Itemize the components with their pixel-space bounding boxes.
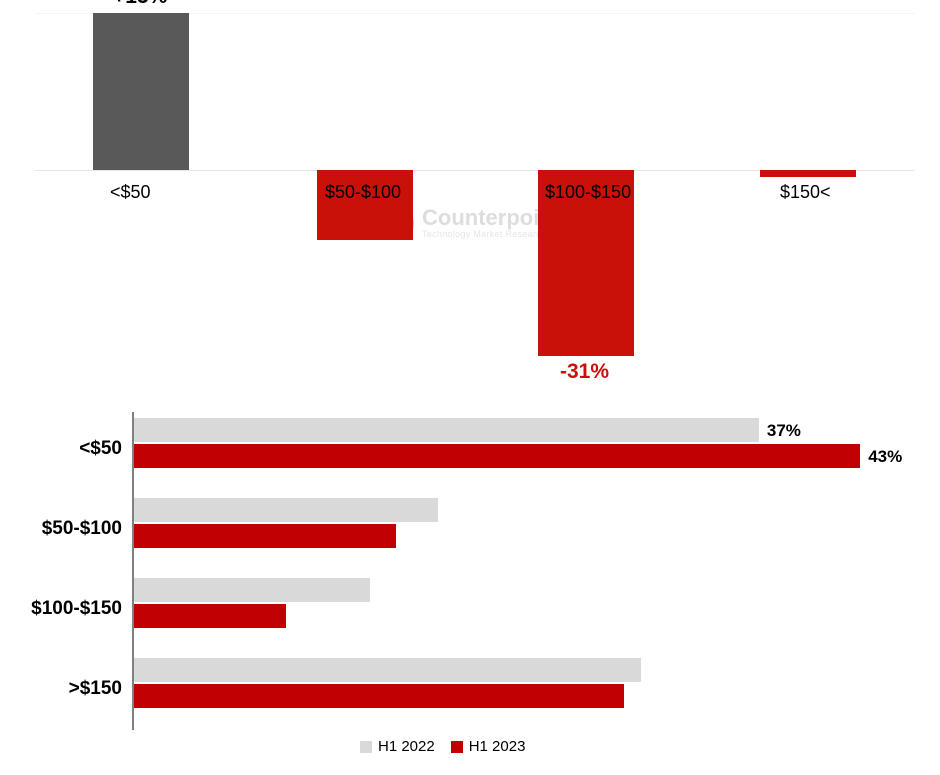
delta-bar-chart: Counterpoint Technology Market Research … [35,0,915,395]
share-bar [134,658,641,682]
share-value-label: 37% [767,421,801,441]
share-value-label: 43% [868,447,902,467]
category-label: $50-$100 [325,182,401,203]
delta-bar [760,170,856,177]
share-grouped-bar-chart: <$5037%43%$50-$100$100-$150>$150H1 2022H… [20,410,925,770]
share-bar [134,524,396,548]
category-label: $150< [780,182,831,203]
y-category-label: <$50 [20,438,122,460]
y-category-label: $100-$150 [20,598,122,620]
y-category-label: >$150 [20,678,122,700]
share-bar [134,604,286,628]
page: Counterpoint Technology Market Research … [0,0,940,775]
legend-label: H1 2022 [378,738,435,755]
legend-swatch [451,741,463,753]
legend-swatch [360,741,372,753]
share-bar [134,498,438,522]
category-label: <$50 [110,182,151,203]
share-bar [134,418,759,442]
legend: H1 2022 H1 2023 [360,738,535,755]
delta-value-label: +15% [113,0,167,9]
share-bar [134,684,624,708]
delta-bar [317,170,413,240]
y-category-label: $50-$100 [20,518,122,540]
legend-label: H1 2023 [469,738,526,755]
category-label: $100-$150 [545,182,631,203]
delta-value-label: -31% [560,360,609,384]
share-bar [134,578,370,602]
delta-bar [93,13,189,170]
share-bar [134,444,860,468]
